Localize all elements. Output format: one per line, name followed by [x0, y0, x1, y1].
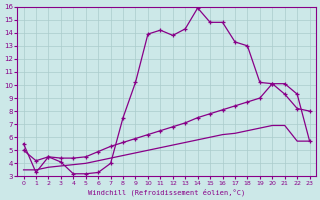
X-axis label: Windchill (Refroidissement éolien,°C): Windchill (Refroidissement éolien,°C): [88, 188, 245, 196]
